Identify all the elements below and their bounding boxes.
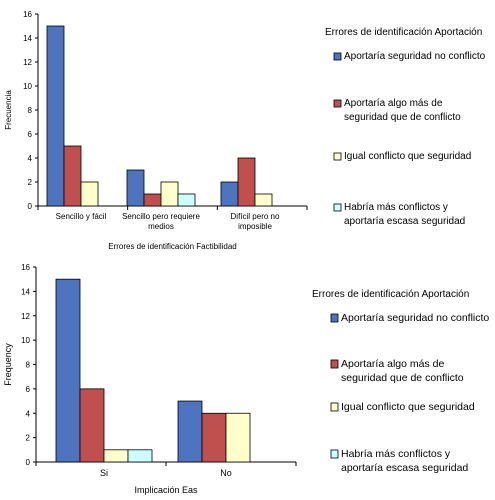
top-bar-series2-cat1 [63, 145, 82, 207]
top-legend-swatch-series3 [333, 152, 342, 161]
top-y-tick-label: 2 [28, 178, 33, 187]
bottom-bar-series3-cat2 [225, 412, 251, 463]
top-category-label: Difícil pero no imposible [231, 212, 280, 231]
top-category-label-line: Difícil pero no [231, 212, 280, 221]
bottom-y-tick-label: 6 [26, 385, 31, 394]
top-legend-swatch-series1 [333, 52, 342, 61]
top-y-tick-label: 16 [23, 10, 32, 19]
bottom-y-tick-label: 2 [26, 434, 31, 443]
bottom-legend-swatch-series1 [330, 313, 339, 323]
chart-implicacion-svg: 0 2 4 6 8 10 12 14 16 Si No Implicación Eas Frequenc… [3, 263, 489, 495]
top-category-label-line: Sencillo pero requiere [122, 212, 200, 221]
bottom-legend-label-series1: Aportaría seguridad no conflicto [341, 312, 489, 324]
bottom-legend-label-series2: Aportaría algo más de seguridad que de co… [341, 358, 464, 384]
top-legend-label-series2-line: Aportaría algo más de [344, 98, 443, 109]
top-bar-series2-cat3 [237, 157, 256, 207]
top-bar-series3-cat3 [254, 193, 273, 207]
bottom-y-axis-label: Frequency [3, 343, 13, 386]
bottom-legend-title: Errores de identificación Aportación [312, 289, 469, 300]
top-legend-label-series2: Aportaría algo más de seguridad que de co… [344, 98, 461, 123]
top-legend-swatch-series2 [333, 99, 342, 108]
bottom-y-tick-label: 0 [26, 458, 31, 467]
bottom-category-label-line: No [220, 468, 232, 478]
top-y-tick-label: 12 [23, 58, 32, 67]
bottom-category-label: No [220, 468, 232, 478]
top-legend-label-series4-line: aportaría escasa seguridad [344, 216, 465, 227]
top-category-label: Sencillo y fácil [56, 212, 107, 221]
bottom-bar-series1-cat2 [177, 400, 203, 463]
top-category-label-line: medios [148, 222, 174, 231]
top-legend-label-series1: Aportaría seguridad no conflicto [344, 51, 486, 62]
bottom-legend-label-series4-line: Habría más conflictos y [341, 448, 451, 460]
bottom-bar-series2-cat1 [79, 388, 105, 463]
top-x-axis-label: Errores de identificación Factibilidad [108, 242, 237, 251]
top-legend-label-series4-line: Habría más conflictos y [344, 202, 448, 213]
top-bar-series4-cat2 [177, 193, 196, 207]
bottom-legend-label-series2-line: seguridad que de conflicto [341, 372, 464, 384]
bottom-legend-label-series3: Igual conflicto que seguridad [341, 401, 475, 413]
top-y-tick-label: 0 [28, 202, 33, 211]
bottom-legend-label-series1-line: Aportaría seguridad no conflicto [341, 312, 489, 324]
bottom-x-axis-label: Implicación Eas [134, 485, 198, 495]
bottom-legend-swatch-series2 [330, 359, 339, 369]
bottom-y-tick-label: 10 [21, 336, 30, 345]
chart-factibilidad-svg: 0 2 4 6 8 10 12 14 16 Sencillo y fácil Sencillo pe… [4, 10, 486, 251]
bottom-bar-series2-cat2 [201, 412, 227, 463]
bottom-legend-label-series4: Habría más conflictos y aportaría escasa … [341, 448, 468, 474]
top-bar-series1-cat3 [220, 181, 239, 207]
bottom-y-tick-label: 8 [26, 361, 31, 370]
top-y-axis-label: Frecuencia [4, 90, 13, 130]
bottom-legend-swatch-series3 [330, 402, 339, 412]
bottom-category-label: Si [100, 468, 108, 478]
top-legend-label-series2-line: seguridad que de conflicto [344, 112, 461, 123]
top-bar-series2-cat2 [143, 193, 162, 207]
bottom-category-label-line: Si [100, 468, 108, 478]
top-legend-label-series3-line: Igual conflicto que seguridad [344, 151, 471, 162]
bottom-bar-series4-cat1 [127, 449, 153, 463]
top-bar-series3-cat1 [80, 181, 99, 207]
top-y-tick-label: 4 [28, 154, 33, 163]
top-category-label: Sencillo pero requiere medios [122, 212, 200, 231]
top-legend-title: Errores de identificación Aportación [325, 27, 482, 38]
bottom-y-tick-label: 16 [21, 263, 30, 272]
bottom-bar-series3-cat1 [103, 449, 129, 463]
top-y-tick-label: 14 [23, 34, 32, 43]
top-category-label-line: Sencillo y fácil [56, 212, 107, 221]
bottom-legend-label-series2-line: Aportaría algo más de [341, 358, 444, 370]
bottom-bar-series1-cat1 [55, 278, 81, 463]
top-bar-series1-cat2 [126, 169, 145, 207]
bottom-legend-swatch-series4 [330, 449, 339, 459]
top-legend-label-series1-line: Aportaría seguridad no conflicto [344, 51, 486, 62]
top-legend-swatch-series4 [333, 203, 342, 212]
chart-implicacion: 0 2 4 6 8 10 12 14 16 Si No Implicación Eas Frequenc… [0, 257, 495, 500]
bottom-legend-label-series4-line: aportaría escasa seguridad [341, 462, 468, 474]
bottom-legend-label-series3-line: Igual conflicto que seguridad [341, 401, 475, 413]
top-legend-label-series4: Habría más conflictos y aportaría escasa … [344, 202, 465, 227]
top-bar-series3-cat2 [160, 181, 179, 207]
chart-factibilidad: 0 2 4 6 8 10 12 14 16 Sencillo y fácil Sencillo pe… [4, 10, 486, 251]
top-legend-label-series3: Igual conflicto que seguridad [344, 151, 471, 162]
top-y-tick-label: 8 [28, 106, 33, 115]
top-y-tick-label: 10 [23, 82, 32, 91]
top-y-tick-label: 6 [28, 130, 33, 139]
bottom-y-tick-label: 12 [21, 312, 30, 321]
bottom-y-tick-label: 4 [26, 409, 31, 418]
top-category-label-line: imposible [238, 222, 272, 231]
bottom-y-tick-label: 14 [21, 287, 30, 296]
top-bar-series1-cat1 [46, 25, 65, 207]
